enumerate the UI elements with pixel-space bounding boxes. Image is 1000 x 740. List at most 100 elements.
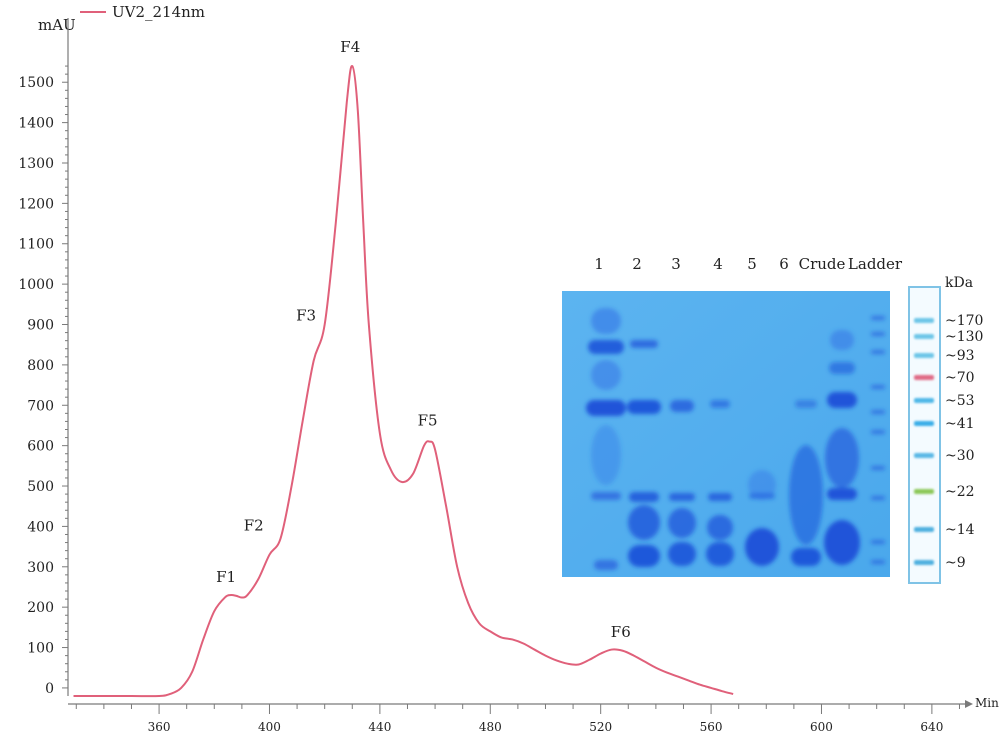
gel-band <box>630 340 658 348</box>
gel-band <box>871 350 885 354</box>
ladder-marker-label: ~130 <box>945 329 983 345</box>
y-tick-label: 0 <box>45 681 54 697</box>
gel-band <box>829 362 855 374</box>
legend-label: UV2_214nm <box>112 3 205 21</box>
y-tick-label: 1300 <box>18 156 54 172</box>
y-tick-label: 900 <box>27 318 54 334</box>
gel-band <box>710 400 730 408</box>
gel-band <box>707 515 733 540</box>
gel-band <box>789 445 823 545</box>
ladder-band <box>914 375 934 380</box>
ladder-band <box>914 353 934 358</box>
gel-band <box>871 560 885 564</box>
gel-band <box>591 360 621 390</box>
peak-label: F4 <box>340 38 360 56</box>
gel-band <box>871 332 885 336</box>
gel-band <box>871 410 885 414</box>
ladder-band <box>914 318 934 323</box>
gel-bands <box>586 308 885 570</box>
y-tick-label: 600 <box>27 439 54 455</box>
y-tick-label: 1100 <box>18 237 54 253</box>
gel-band <box>706 542 734 566</box>
gel-lane-label: 2 <box>632 255 642 273</box>
ladder-marker-label: ~22 <box>945 484 975 500</box>
y-tick-label: 200 <box>27 600 54 616</box>
gel-lane-label: Crude <box>799 255 846 273</box>
peak-label: F5 <box>418 412 438 430</box>
x-axis-ticks: 360 400 440 480 520 560 600 640 <box>75 704 960 734</box>
x-tick-label: 560 <box>700 720 723 734</box>
x-tick-label: 520 <box>589 720 612 734</box>
gel-band <box>628 545 660 567</box>
ladder-band <box>914 334 934 339</box>
gel-band <box>827 392 857 408</box>
ladder-band <box>914 398 934 403</box>
gel-lane-label: 3 <box>671 255 681 273</box>
ladder-band <box>914 560 934 565</box>
series-line <box>73 65 734 698</box>
ladder-band <box>914 421 934 426</box>
gel-band <box>871 316 885 320</box>
gel-band <box>871 385 885 389</box>
x-tick-label: 400 <box>258 720 281 734</box>
ladder-band <box>914 527 934 532</box>
gel-band <box>795 400 817 408</box>
gel-lane-label: 1 <box>594 255 604 273</box>
gel-band <box>669 493 695 501</box>
chromatogram-series <box>73 65 734 698</box>
x-tick-label: 640 <box>920 720 943 734</box>
y-axis-title: mAU <box>38 16 76 34</box>
ladder-marker-label: ~41 <box>945 416 975 432</box>
gel-band <box>586 400 626 416</box>
ladder-marker-label: ~70 <box>945 370 975 386</box>
ladder-band <box>914 453 934 458</box>
gel-band <box>670 400 694 412</box>
gel-band <box>748 470 776 500</box>
peak-label: F2 <box>244 517 264 535</box>
y-tick-label: 100 <box>27 641 54 657</box>
sds-page-gel-inset: 1 2 3 4 5 6 Crude Ladder ~170~130 ~93 ~70 ~53 ~41 ~3… <box>562 255 983 584</box>
ladder-marker-label: ~93 <box>945 348 975 364</box>
gel-band <box>871 466 885 470</box>
ladder-marker-labels: ~170~130 ~93 ~70 ~53 ~41 ~30 ~22 ~14 ~9 <box>945 313 983 571</box>
x-tick-label: 600 <box>810 720 833 734</box>
gel-band <box>591 308 621 334</box>
peak-label: F1 <box>216 568 236 586</box>
x-tick-label: 440 <box>368 720 391 734</box>
gel-lane-label: 5 <box>747 255 757 273</box>
gel-lane-labels: 1 2 3 4 5 6 Crude Ladder <box>594 255 903 273</box>
ladder-marker-label: ~30 <box>945 448 975 464</box>
gel-band <box>591 492 621 500</box>
y-tick-label: 800 <box>27 358 54 374</box>
ladder-marker-label: ~9 <box>945 555 966 571</box>
ladder-marker-label: ~53 <box>945 393 975 409</box>
gel-band <box>871 540 885 544</box>
peak-annotations: F1 F2 F3 F4 F5 F6 <box>216 38 631 641</box>
gel-band <box>791 548 821 566</box>
y-tick-label: 300 <box>27 560 54 576</box>
ladder-bands <box>914 318 934 565</box>
y-tick-label: 1000 <box>18 277 54 293</box>
gel-band <box>824 520 860 565</box>
gel-band <box>588 340 624 354</box>
x-tick-label: 480 <box>479 720 502 734</box>
gel-band <box>871 496 885 500</box>
ladder-marker-label: ~170 <box>945 313 983 329</box>
gel-band <box>825 428 859 488</box>
gel-band <box>871 430 885 434</box>
y-tick-label: 1200 <box>18 196 54 212</box>
gel-band <box>628 505 660 540</box>
gel-lane-label: 4 <box>713 255 723 273</box>
x-axis-arrow <box>965 700 973 708</box>
gel-band <box>668 542 696 566</box>
ladder-marker-label: ~14 <box>945 522 975 538</box>
ladder-strip <box>908 286 941 584</box>
gel-band <box>827 488 857 500</box>
gel-band <box>629 492 659 502</box>
y-tick-label: 500 <box>27 479 54 495</box>
gel-lane-label: Ladder <box>848 255 903 273</box>
gel-band <box>591 425 621 485</box>
gel-unit-label: kDa <box>945 275 973 291</box>
peak-label: F3 <box>296 307 316 325</box>
